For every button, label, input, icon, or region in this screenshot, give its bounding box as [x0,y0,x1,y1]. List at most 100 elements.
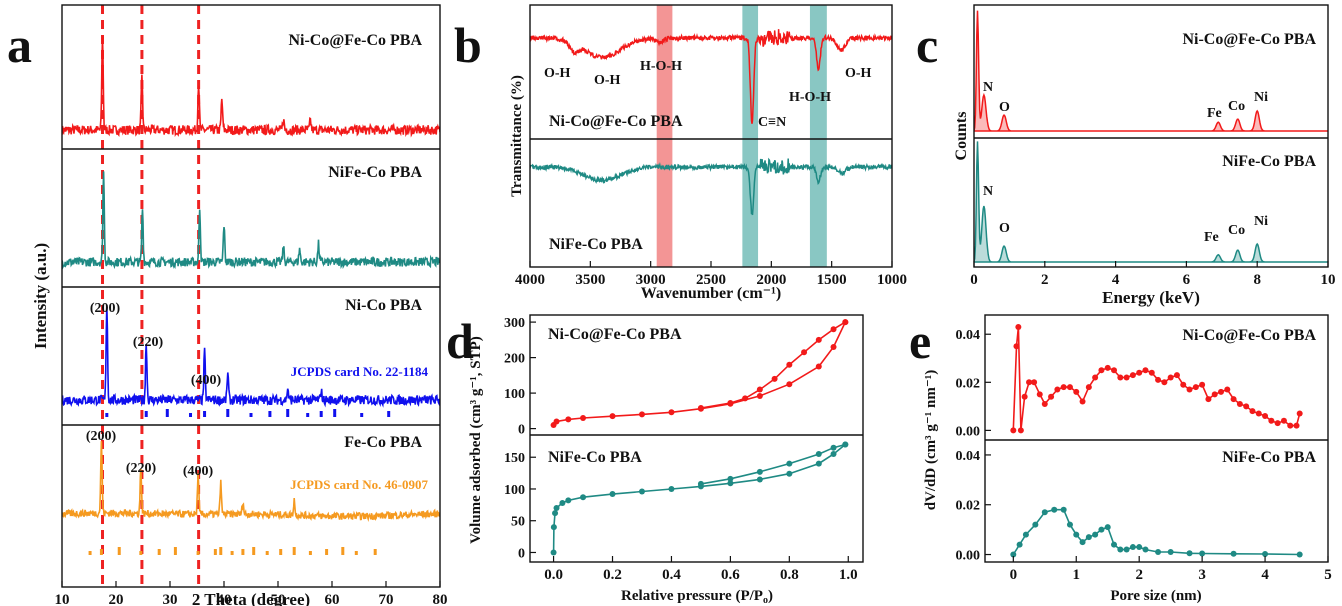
panel-letter-e: e [909,313,931,369]
panel-b-ann-oh-1: O-H [544,66,571,81]
panel-e-xtick-label: 3 [1198,567,1206,583]
panel-d-adsorption-point [830,451,837,458]
panel-c-xtick-label: 0 [970,272,978,288]
panel-e-point [1280,417,1287,424]
panel-b-ann-cn: C≡N [758,115,786,130]
panel-c-series-2 [974,141,1328,263]
panel-b-label-2: NiFe-Co PBA [549,236,643,253]
panel-e-point [1129,372,1136,379]
panel-a-y-axis-title: Intensity (a.u.) [31,243,50,349]
panel-a-jcpds-1: JCPDS card No. 22-1184 [291,364,429,379]
panel-e-point [1155,376,1162,383]
panel-d-adsorption-point [553,505,560,512]
panel-e-point [1021,393,1028,400]
panel-d-desorption-point [842,319,849,326]
panel-c-xtick-label: 4 [1112,272,1120,288]
panel-a-xtick-label: 70 [379,592,394,606]
panel-e-point [1079,398,1086,405]
panel-d-adsorption-point [550,524,557,531]
panel-d-2-ytick-label: 0 [518,546,525,561]
panel-e-xtick-label: 1 [1073,567,1081,583]
panel-e-point [1073,531,1080,538]
panel-a-ref-stick [117,547,121,555]
panel-b-ann-oh-2: O-H [594,73,621,88]
panel-d-adsorption-point [668,409,675,416]
panel-a-ref-stick [292,547,296,555]
panel-b-ann-oh-3: O-H [845,66,872,81]
panel-e-point [1041,509,1048,516]
panel-d-adsorption-point [815,460,822,467]
panel-d-x-axis-title-sub: o [763,595,768,606]
panel-b-xtick-label: 3000 [636,272,666,288]
panel-e-y-axis-title: dV/dD (cm³ g⁻¹ nm⁻¹) [923,370,939,511]
panel-d-adsorption-point [668,485,675,492]
panel-letter-d: d [446,313,474,369]
panel-e-point [1111,367,1118,374]
panel-d-xtick-label: 0.2 [603,567,622,583]
panel-d-y-axis-title: Volume adsorbed (cm³ g⁻¹, STP) [468,336,484,544]
panel-d-adsorption-point [565,497,572,504]
panel-b-ann-hoh-1: H-O-H [640,59,682,74]
panel-c-xtick-label: 10 [1321,272,1336,288]
panel-b-series-2 [530,157,892,216]
panel-e-point [1016,541,1023,548]
panel-b-label-1: Ni-Co@Fe-Co PBA [549,113,683,130]
panel-d-desorption-point [727,475,734,482]
panel-e-point [1066,521,1073,528]
panel-a-ref-stick [306,413,310,417]
panel-a-ref-stick [230,551,234,555]
panel-c-x-axis-title: Energy (keV) [1102,288,1200,307]
panel-a-ref-stick [325,549,329,555]
panel-d-1-ytick-label: 0 [518,423,525,438]
panel-e-point [1104,364,1111,371]
panel-d-x-axis-title-main: Relative pressure (P/P [621,588,763,604]
panel-c-frame [973,4,1329,268]
panel-d-adsorption-point [786,381,793,388]
panel-d-adsorption-point [559,499,566,506]
panel-e-point [1148,369,1155,376]
panel-e-point [1117,374,1124,381]
panel-a-xtick-label: 50 [271,592,286,606]
panel-e-point [1243,403,1250,410]
panel-a-ref-stick [308,551,312,555]
panel-e-point [1262,551,1269,558]
panel-e-point [1073,388,1080,395]
panel-a-xtick-label: 40 [217,592,232,606]
panel-d-adsorption-point [553,418,560,425]
panel-a-ref-stick [373,549,377,555]
panel-c-ann-o-2: O [999,221,1010,236]
panel-e-point [1085,384,1092,391]
panel-d-1-ytick-label: 200 [504,352,525,367]
panel-d-desorption-point [786,361,793,368]
panel-d-desorption-point [727,400,734,407]
panel-c-y-axis-title: Counts [953,112,970,161]
panel-e-point [1117,546,1124,553]
panel-d-desorption-point [830,326,837,333]
panel-d-desorption-point [801,349,808,356]
panel-c-label-1: Ni-Co@Fe-Co PBA [1182,31,1316,48]
panel-d-xtick-label: 1.0 [839,567,858,583]
panel-d-desorption-point [742,395,749,402]
panel-letter-c: c [916,17,938,73]
panel-d-label-1: Ni-Co@Fe-Co PBA [548,326,682,343]
panel-e-point [1098,367,1105,374]
panel-e-point [1274,420,1281,427]
panel-e-point [1123,546,1130,553]
panel-d-label-2: NiFe-Co PBA [548,449,642,466]
panel-e-point [1155,549,1162,556]
panel-b-ann-hoh-2: H-O-H [789,90,831,105]
panel-e-point [1123,374,1130,381]
panel-e-point [1092,531,1099,538]
panel-e-point [1054,386,1061,393]
panel-a-ref-stick [360,413,364,417]
panel-d-desorption-point [771,375,778,382]
panel-c-label-2: NiFe-Co PBA [1222,153,1316,170]
panel-a-ref-stick [196,551,200,555]
panel-e-xtick-label: 2 [1135,567,1143,583]
panel-d-xtick-label: 0.6 [721,567,740,583]
panel-d-adsorption-point [727,480,734,487]
panel-d-1-ytick-label: 300 [504,316,525,331]
panel-e-xtick-label: 0 [1010,567,1018,583]
panel-a-label-4: Fe-Co PBA [344,434,422,451]
panel-c-series-1 [974,10,1328,132]
